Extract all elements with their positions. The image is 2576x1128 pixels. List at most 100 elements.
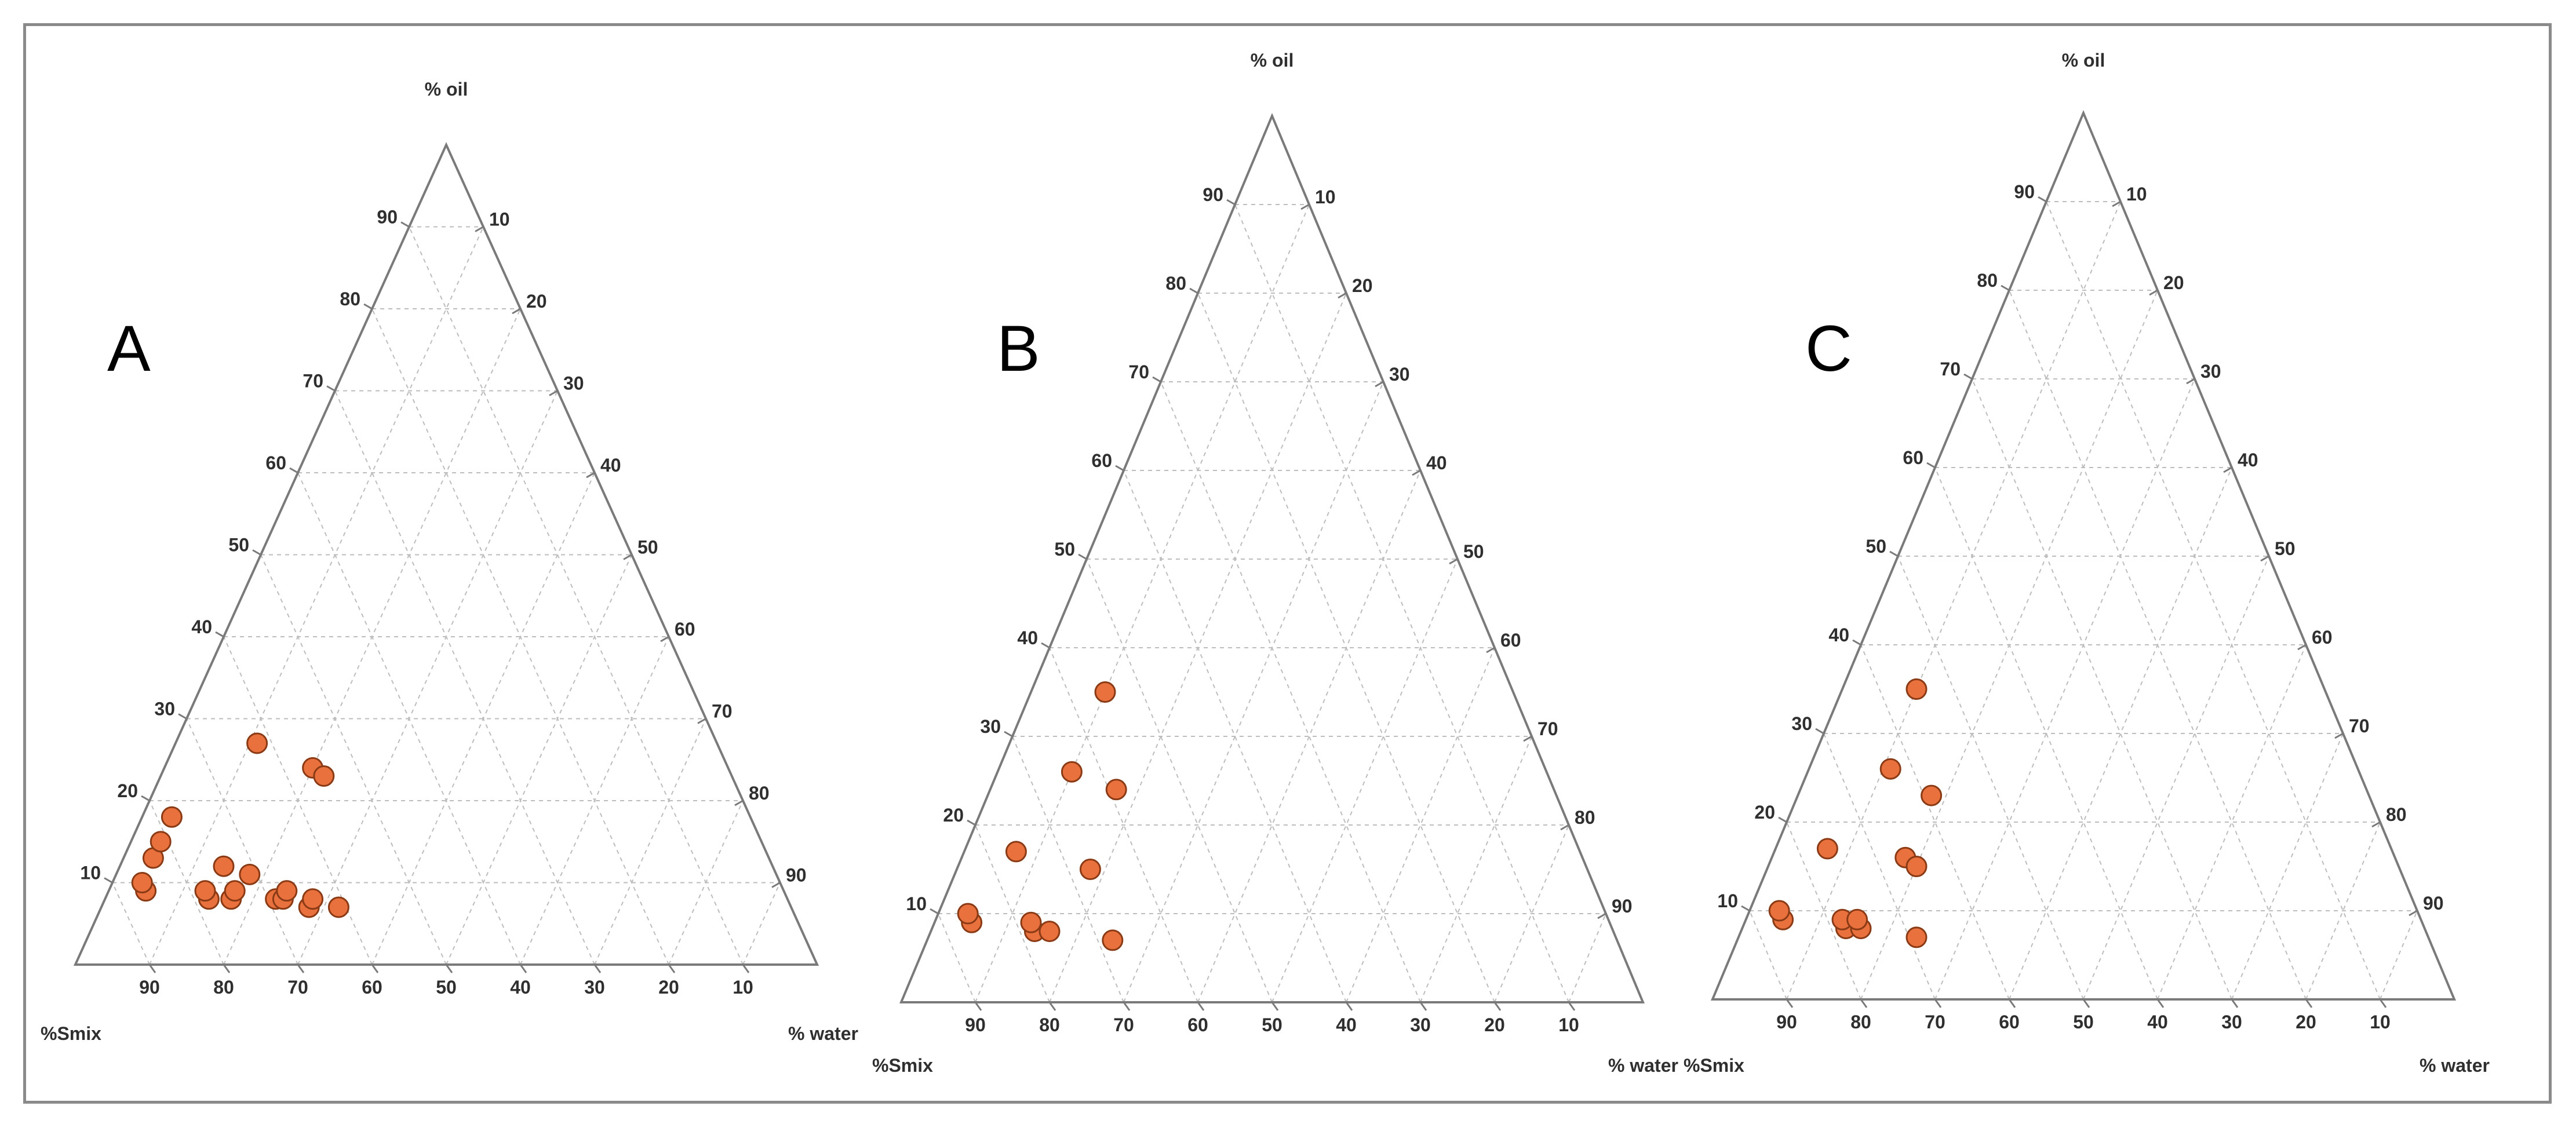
tick-mark: [519, 964, 527, 973]
tick-mark: [2156, 999, 2165, 1008]
panel-a-ticks: 10 20 30 40 50 60 70 80 90 10 20 30 40 50 60 70 80 90 90 80…: [80, 207, 806, 998]
gridline-water: [1197, 470, 1421, 1003]
tick-mark: [223, 964, 231, 973]
data-point: [276, 880, 298, 902]
tick-label-left: 90: [2014, 181, 2035, 202]
tick-mark: [2008, 999, 2016, 1008]
tick-label-bottom: 70: [1925, 1012, 1945, 1032]
tick-label-right: 50: [637, 537, 658, 558]
tick-label-right: 90: [786, 865, 807, 886]
tick-label-bottom: 70: [287, 977, 308, 998]
tick-mark: [623, 554, 632, 560]
panel-a-triangle: [73, 142, 819, 966]
tick-mark: [1300, 203, 1310, 210]
tick-label-left: 70: [1128, 362, 1149, 382]
panel-b-triangle: [899, 112, 1645, 1003]
gridline-smix: [260, 554, 447, 965]
gridline-water: [1420, 736, 1532, 1003]
gridline-smix: [2046, 201, 2381, 1000]
tick-mark: [1048, 1002, 1056, 1011]
tick-label-left: 10: [80, 863, 101, 884]
data-point: [1102, 929, 1124, 951]
tick-label-right: 60: [2312, 627, 2333, 648]
tick-mark: [2186, 378, 2195, 385]
tick-label-right: 90: [1612, 896, 1633, 917]
data-point: [1816, 838, 1838, 860]
tick-mark: [363, 303, 373, 310]
tick-label-right: 70: [2349, 716, 2370, 736]
tick-label-right: 40: [1426, 452, 1447, 473]
tick-label-left: 60: [1091, 450, 1112, 471]
data-point: [1768, 900, 1790, 922]
panel-c-points: [1768, 678, 1943, 948]
tick-label-right: 50: [1463, 541, 1484, 562]
tick-label-bottom: 60: [1999, 1012, 2020, 1032]
panel-label: A: [107, 312, 151, 385]
tick-mark: [771, 882, 781, 888]
tick-label-bottom: 90: [139, 977, 160, 998]
panel-b-grid: [938, 204, 1606, 1003]
tick-mark: [1078, 553, 1087, 560]
tick-mark: [1041, 642, 1050, 649]
tick-mark: [148, 964, 156, 973]
data-point: [1905, 856, 1928, 877]
tick-label-right: 20: [526, 291, 547, 312]
data-point: [1020, 911, 1042, 933]
tick-label-right: 10: [489, 209, 510, 230]
data-point: [194, 880, 216, 902]
tick-label-bottom: 40: [1336, 1014, 1357, 1035]
data-point: [1094, 681, 1116, 703]
data-point: [213, 855, 235, 877]
data-point: [313, 765, 335, 787]
tick-mark: [1338, 292, 1347, 299]
tick-label-left: 80: [1977, 270, 1998, 291]
data-point: [1879, 758, 1901, 780]
tick-mark: [1345, 1002, 1353, 1011]
panel-b-points: [957, 681, 1127, 951]
gridline-water: [2083, 556, 2269, 1000]
tick-mark: [326, 385, 336, 392]
data-point: [327, 896, 349, 918]
tick-mark: [1523, 735, 1532, 742]
panel-a-grid: [112, 226, 781, 965]
tick-mark: [1115, 465, 1124, 472]
tick-mark: [1786, 999, 1794, 1008]
tick-mark: [742, 964, 750, 973]
tick-mark: [1123, 1002, 1131, 1011]
gridline-water: [1346, 647, 1495, 1003]
gridline-smix: [1160, 381, 1421, 1003]
panel-c-triangle: [1710, 109, 2457, 1001]
tick-mark: [2379, 999, 2387, 1008]
tick-label-bottom: 30: [584, 977, 605, 998]
tick-label-bottom: 10: [2370, 1012, 2391, 1032]
gridline-water: [1123, 381, 1384, 1003]
gridline-smix: [1086, 558, 1273, 1003]
tick-label-left: 50: [228, 535, 249, 556]
tick-mark: [2149, 289, 2158, 296]
tick-label-left: 30: [1791, 713, 1812, 734]
tick-mark: [1860, 999, 1868, 1008]
axis-title-oil: % oil: [1251, 50, 1294, 71]
tick-mark: [1597, 912, 1606, 919]
tick-label-left: 70: [1940, 359, 1961, 379]
tick-mark: [1412, 469, 1421, 476]
tick-label-bottom: 60: [1187, 1014, 1208, 1035]
tick-label-right: 10: [2126, 184, 2147, 205]
tick-mark: [2001, 284, 2010, 291]
panel-c-ticks: 10 20 30 40 50 60 70 80 90 10 20 30 40 50 60 70 80 90 90 80…: [1717, 181, 2443, 1032]
tick-mark: [252, 549, 261, 556]
tick-mark: [1934, 999, 1942, 1008]
tick-label-left: 90: [377, 207, 398, 228]
tick-mark: [2112, 200, 2121, 207]
gridline-water: [1568, 913, 1606, 1003]
tick-label-bottom: 20: [1484, 1014, 1505, 1035]
gridline-water: [2380, 910, 2418, 1000]
gridline-smix: [334, 390, 595, 965]
tick-mark: [1271, 1002, 1279, 1011]
tick-mark: [289, 467, 298, 474]
gridline-smix: [1860, 644, 2010, 1000]
tick-label-bottom: 80: [1850, 1012, 1871, 1032]
tick-label-right: 80: [2386, 804, 2407, 825]
tick-label-bottom: 40: [2147, 1012, 2168, 1032]
